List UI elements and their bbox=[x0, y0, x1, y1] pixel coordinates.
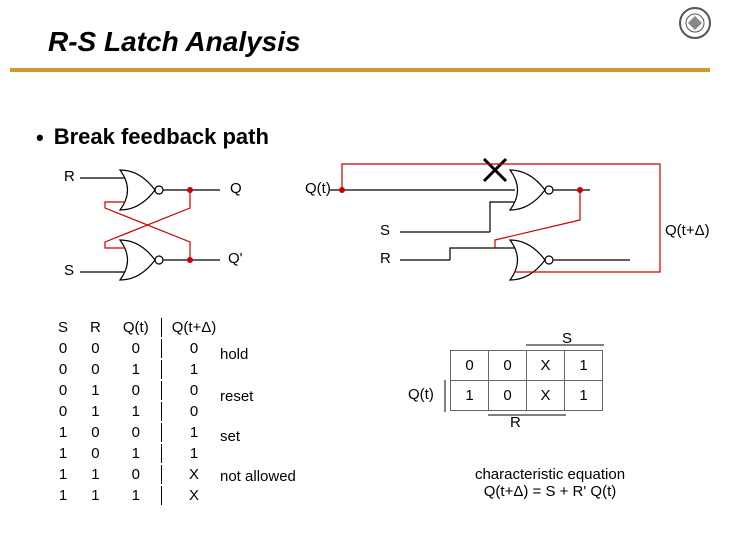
label-Qt: Q(t) bbox=[305, 180, 331, 197]
kmap-cell: 0 bbox=[489, 381, 527, 411]
char-eq-line1: characteristic equation bbox=[430, 466, 670, 483]
kmap: 0 0 X 1 1 0 X 1 S R Q(t) bbox=[450, 350, 603, 411]
kmap-cell: X bbox=[527, 381, 565, 411]
kmap-grid: 0 0 X 1 1 0 X 1 bbox=[450, 350, 603, 411]
right-broken-diagram bbox=[290, 160, 680, 290]
annot-hold: hold bbox=[220, 346, 248, 363]
th-S: S bbox=[48, 318, 78, 337]
kmap-cell: X bbox=[527, 351, 565, 381]
left-latch-diagram bbox=[60, 160, 290, 290]
label-Qtd: Q(t+Δ) bbox=[665, 222, 710, 239]
th-Qtd: Q(t+Δ) bbox=[161, 318, 227, 337]
annot-set: set bbox=[220, 428, 240, 445]
kmap-cell: 1 bbox=[565, 381, 603, 411]
label-Q: Q bbox=[230, 180, 242, 197]
annot-notallowed: not allowed bbox=[220, 468, 296, 485]
kmap-cell: 0 bbox=[489, 351, 527, 381]
char-eq-line2: Q(t+Δ) = S + R' Q(t) bbox=[430, 483, 670, 500]
label-Qp: Q' bbox=[228, 250, 243, 267]
label-R: R bbox=[64, 168, 75, 185]
kmap-cell: 1 bbox=[451, 381, 489, 411]
characteristic-equation: characteristic equation Q(t+Δ) = S + R' … bbox=[430, 466, 670, 500]
th-Qt: Q(t) bbox=[113, 318, 159, 337]
university-seal-icon bbox=[678, 6, 712, 45]
bullet-break-feedback: •Break feedback path bbox=[36, 124, 269, 151]
label-S2: S bbox=[380, 222, 390, 239]
kmap-cell: 1 bbox=[565, 351, 603, 381]
label-S: S bbox=[64, 262, 74, 279]
bullet-text: Break feedback path bbox=[54, 124, 269, 149]
th-R: R bbox=[80, 318, 111, 337]
page-title: R-S Latch Analysis bbox=[48, 26, 301, 58]
title-underline bbox=[10, 68, 710, 72]
kmap-cell: 0 bbox=[451, 351, 489, 381]
truth-table: S R Q(t) Q(t+Δ) 0000 0011 0100 0110 1001… bbox=[46, 316, 228, 507]
label-R2: R bbox=[380, 250, 391, 267]
kmap-Qt: Q(t) bbox=[408, 386, 434, 403]
annot-reset: reset bbox=[220, 388, 253, 405]
